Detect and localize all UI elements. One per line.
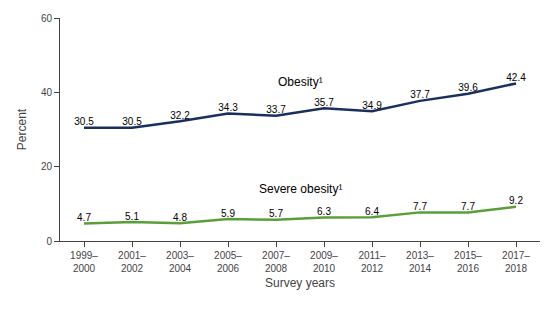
svg-text:2011–2012: 2011–2012 — [358, 250, 386, 274]
svg-text:32.2: 32.2 — [170, 110, 190, 121]
svg-text:4.8: 4.8 — [173, 212, 187, 223]
svg-text:2013–2014: 2013–2014 — [406, 250, 434, 274]
svg-text:2009–2010: 2009–2010 — [310, 250, 338, 274]
svg-text:Percent: Percent — [15, 108, 29, 150]
svg-text:30.5: 30.5 — [74, 116, 94, 127]
svg-text:6.4: 6.4 — [365, 206, 379, 217]
svg-text:2005–2006: 2005–2006 — [214, 250, 242, 274]
svg-text:2001–2002: 2001–2002 — [118, 250, 146, 274]
svg-text:1999–2000: 1999–2000 — [70, 250, 98, 274]
svg-text:35.7: 35.7 — [314, 97, 334, 108]
svg-text:2017–2018: 2017–2018 — [502, 250, 530, 274]
svg-text:34.3: 34.3 — [218, 102, 238, 113]
svg-text:9.2: 9.2 — [509, 195, 523, 206]
svg-text:39.6: 39.6 — [458, 82, 478, 93]
svg-text:37.7: 37.7 — [410, 89, 430, 100]
svg-text:2007–2008: 2007–2008 — [262, 250, 290, 274]
svg-text:7.7: 7.7 — [413, 201, 427, 212]
svg-text:Severe obesity¹: Severe obesity¹ — [259, 182, 342, 196]
svg-text:34.9: 34.9 — [362, 100, 382, 111]
svg-text:5.7: 5.7 — [269, 208, 283, 219]
svg-text:42.4: 42.4 — [506, 72, 526, 83]
svg-text:20: 20 — [41, 161, 53, 172]
svg-text:30.5: 30.5 — [122, 116, 142, 127]
svg-text:5.1: 5.1 — [125, 211, 139, 222]
svg-text:Obesity¹: Obesity¹ — [278, 75, 323, 89]
svg-text:4.7: 4.7 — [77, 212, 91, 223]
svg-text:2015–2016: 2015–2016 — [454, 250, 482, 274]
svg-text:7.7: 7.7 — [461, 201, 475, 212]
svg-text:2003–2004: 2003–2004 — [166, 250, 194, 274]
svg-text:33.7: 33.7 — [266, 104, 286, 115]
svg-text:60: 60 — [41, 13, 53, 24]
svg-text:Survey years: Survey years — [265, 276, 335, 290]
svg-text:6.3: 6.3 — [317, 206, 331, 217]
svg-text:0: 0 — [46, 236, 52, 247]
svg-text:5.9: 5.9 — [221, 208, 235, 219]
svg-text:40: 40 — [41, 87, 53, 98]
